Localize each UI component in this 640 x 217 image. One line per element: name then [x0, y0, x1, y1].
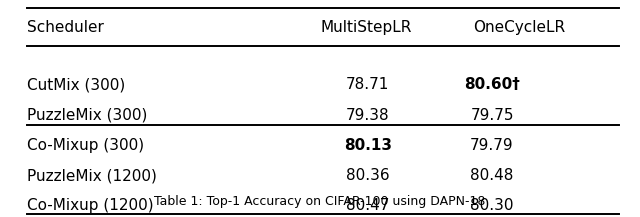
- Text: 79.38: 79.38: [346, 108, 390, 123]
- Text: 80.30: 80.30: [470, 198, 514, 213]
- Text: PuzzleMix (300): PuzzleMix (300): [27, 108, 147, 123]
- Text: 80.48: 80.48: [470, 168, 514, 183]
- Text: 79.75: 79.75: [470, 108, 514, 123]
- Text: Co-Mixup (1200): Co-Mixup (1200): [27, 198, 154, 213]
- Text: MultiStepLR: MultiStepLR: [320, 20, 412, 35]
- Text: PuzzleMix (1200): PuzzleMix (1200): [27, 168, 157, 183]
- Text: 80.60†: 80.60†: [464, 77, 520, 92]
- Text: 78.71: 78.71: [346, 77, 390, 92]
- Text: Co-Mixup (300): Co-Mixup (300): [27, 138, 144, 153]
- Text: CutMix (300): CutMix (300): [27, 77, 125, 92]
- Text: 80.13: 80.13: [344, 138, 392, 153]
- Text: 79.79: 79.79: [470, 138, 514, 153]
- Text: 80.47: 80.47: [346, 198, 390, 213]
- Text: Scheduler: Scheduler: [27, 20, 104, 35]
- Text: Table 1: Top-1 Accuracy on CIFAR-100 using DAPN-18: Table 1: Top-1 Accuracy on CIFAR-100 usi…: [154, 195, 486, 208]
- Text: OneCycleLR: OneCycleLR: [473, 20, 565, 35]
- Text: 80.36: 80.36: [346, 168, 390, 183]
